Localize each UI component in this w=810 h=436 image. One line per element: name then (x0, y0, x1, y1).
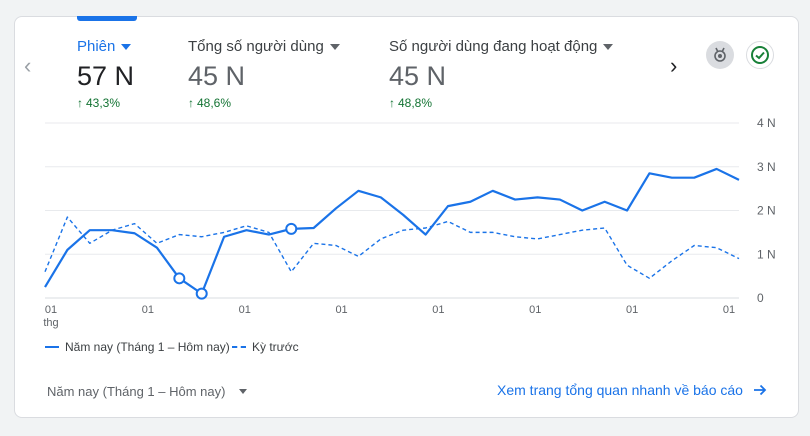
x-tick-label: 01 (45, 304, 57, 316)
x-tick-label: 01 (239, 304, 251, 316)
arrow-right-icon (753, 384, 767, 396)
metric-sessions[interactable]: Phiên 57 N ↑ 43,3% (77, 38, 134, 110)
metric-total-users-label[interactable]: Tổng số người dùng (188, 38, 340, 55)
legend-dashed-swatch (232, 346, 246, 348)
metric-total-users-change: ↑ 48,6% (188, 96, 232, 110)
metric-active-users-change: ↑ 48,8% (389, 96, 433, 110)
anomaly-point (173, 272, 186, 285)
check-circle-icon[interactable] (746, 41, 774, 69)
metric-total-users[interactable]: Tổng số người dùng 45 N ↑ 48,6% (188, 38, 340, 110)
arrow-up-icon: ↑ (188, 96, 194, 110)
x-tick-label: 01 (723, 304, 735, 316)
anomaly-point (195, 287, 208, 300)
metric-active-users-value: 45 N (389, 61, 447, 91)
metric-sessions-value: 57 N (77, 61, 135, 91)
metric-active-users-label[interactable]: Số người dùng đang hoạt động (389, 38, 614, 55)
arrow-up-icon: ↑ (389, 96, 395, 110)
y-tick-label: 0 (757, 291, 764, 305)
metric-sessions-change: ↑ 43,3% (77, 96, 121, 110)
date-range-dropdown[interactable]: Năm nay (Tháng 1 – Hôm nay) (47, 384, 248, 399)
caret-down-icon (329, 43, 340, 50)
legend-solid-swatch (45, 346, 59, 348)
x-tick-label: 01 (432, 304, 444, 316)
view-report-link[interactable]: Xem trang tổng quan nhanh về báo cáo (497, 382, 767, 398)
x-tick-sublabel: thg (43, 317, 58, 329)
y-tick-label: 3 N (757, 160, 776, 174)
x-tick-label: 01 (626, 304, 638, 316)
x-tick-label: 01 (142, 304, 154, 316)
legend-item-current: Năm nay (Tháng 1 – Hôm nay) (45, 340, 230, 354)
y-tick-label: 4 N (757, 116, 776, 130)
caret-down-icon (121, 43, 132, 50)
y-tick-label: 1 N (757, 247, 776, 261)
chevron-right-icon[interactable]: › (670, 53, 678, 78)
chevron-left-icon[interactable]: ‹ (24, 53, 32, 78)
metric-sessions-label[interactable]: Phiên (77, 38, 134, 55)
x-tick-label: 01 (335, 304, 347, 316)
series-line-previous (44, 216, 740, 280)
x-tick-label: 01 (529, 304, 541, 316)
series-line-current (44, 167, 740, 295)
metric-total-users-value: 45 N (188, 61, 246, 91)
metric-active-users[interactable]: Số người dùng đang hoạt động 45 N ↑ 48,8… (389, 38, 614, 110)
y-tick-label: 2 N (757, 204, 776, 218)
arrow-up-icon: ↑ (77, 96, 83, 110)
legend-item-previous: Kỳ trước (232, 340, 299, 354)
anomaly-point (285, 222, 298, 235)
award-icon[interactable] (706, 41, 734, 69)
caret-down-icon (239, 389, 248, 394)
caret-down-icon (603, 43, 614, 50)
active-metric-indicator (77, 16, 137, 21)
